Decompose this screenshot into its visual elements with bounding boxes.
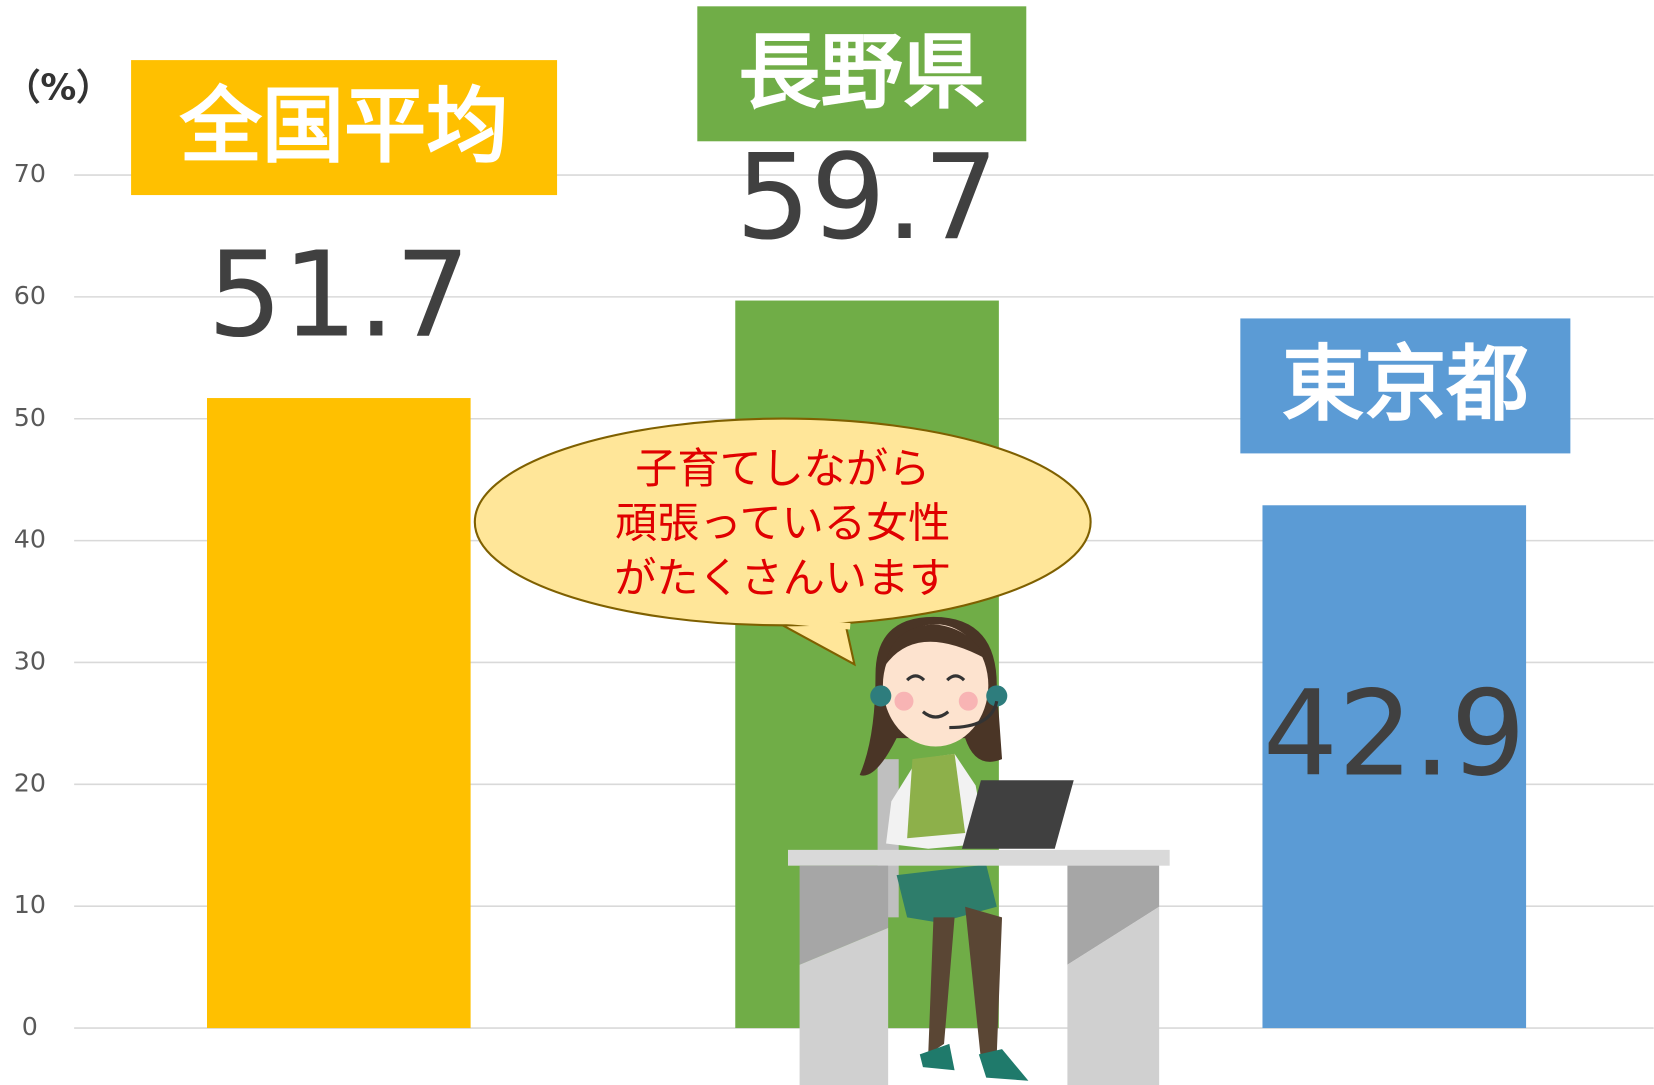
speech-bubble — [473, 417, 1092, 667]
category-label: 長野県 — [738, 25, 985, 120]
category-label: 全国平均 — [179, 79, 509, 174]
illustration — [787, 616, 1170, 1085]
annotation-line: 子育てしながら — [635, 444, 930, 493]
category-box — [1240, 318, 1571, 454]
annotation-line: がたくさんいます — [614, 553, 951, 602]
desk-leg — [1067, 906, 1160, 1085]
skirt — [896, 864, 997, 923]
headset — [870, 685, 892, 707]
y-tick-label: 40 — [14, 525, 46, 554]
desk-top — [787, 849, 1170, 866]
bar — [207, 398, 471, 1029]
value-label: 42.9 — [1263, 665, 1526, 803]
y-tick-label: 30 — [14, 646, 46, 675]
y-tick-label: 50 — [14, 403, 46, 432]
desk-leg — [1067, 865, 1160, 965]
bangs — [886, 624, 987, 665]
value-label: 59.7 — [736, 128, 999, 266]
category-label: 東京都 — [1282, 338, 1529, 433]
laptop — [961, 780, 1074, 849]
legs — [928, 906, 1003, 1060]
shoes — [919, 1043, 1029, 1081]
cheek — [958, 691, 978, 711]
y-tick-label: 0 — [22, 1012, 38, 1041]
annotation-line: 頑張っている女性 — [615, 499, 950, 548]
value-label: 51.7 — [207, 225, 470, 363]
cheek — [894, 691, 914, 711]
y-tick-label: 70 — [14, 159, 46, 188]
mic — [949, 700, 999, 730]
y-tick-label: 10 — [14, 890, 46, 919]
bubble — [473, 417, 1092, 627]
category-box — [131, 60, 558, 196]
headset — [986, 685, 1008, 707]
face — [882, 624, 989, 747]
bar — [1262, 505, 1527, 1029]
y-tick-label: 60 — [14, 281, 46, 310]
desk-leg — [799, 865, 889, 965]
y-tick-label: 20 — [14, 768, 46, 797]
y-axis-label: （%） — [5, 68, 113, 109]
face-lines — [906, 674, 966, 719]
bubble-join — [776, 616, 851, 630]
desk-leg — [799, 927, 889, 1085]
category-box — [697, 6, 1027, 142]
vest — [907, 753, 966, 839]
